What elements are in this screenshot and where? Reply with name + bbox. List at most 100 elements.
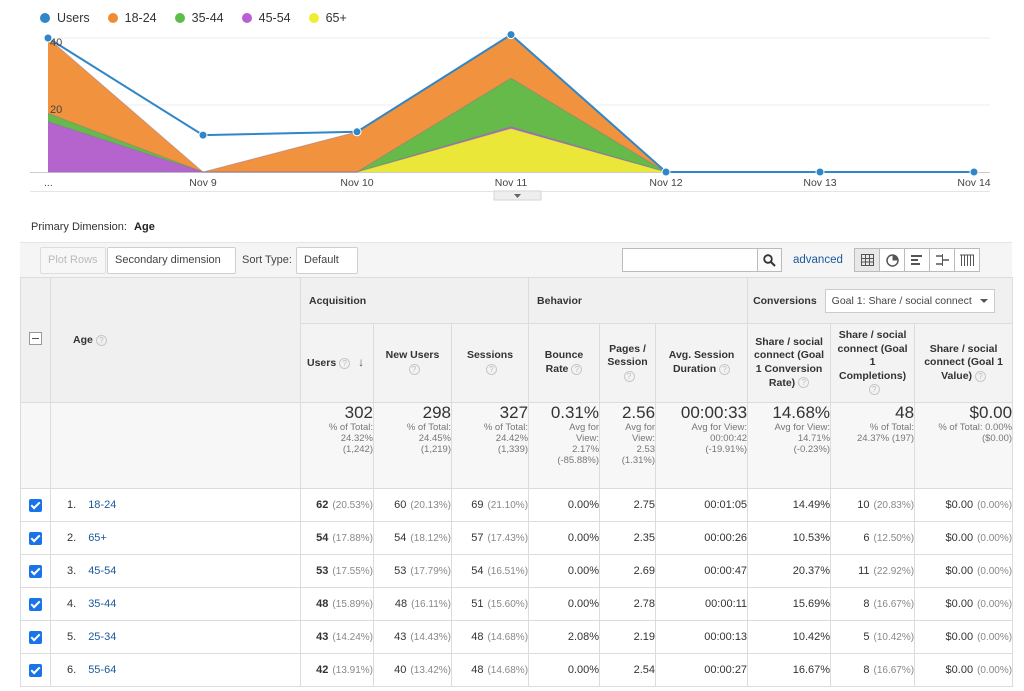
age-link[interactable]: 25-34 (88, 631, 117, 643)
help-icon[interactable]: ? (339, 357, 351, 369)
bounce-rate-cell: 0.00% (528, 653, 601, 687)
sort-descending-icon[interactable]: ↓ (358, 355, 365, 370)
sort-type-dropdown[interactable]: Default (296, 247, 358, 288)
sessions-cell-value: 51 (471, 598, 484, 610)
legend-item[interactable]: 65+ (308, 11, 347, 25)
completions-cell-percent: (16.67%) (873, 665, 915, 676)
primary-dimension-value[interactable]: Age (134, 221, 155, 233)
help-icon[interactable]: ? (95, 334, 107, 346)
age-link[interactable]: 35-44 (88, 598, 117, 610)
legend-item[interactable]: 45-54 (241, 11, 291, 25)
area-65+ (48, 128, 666, 172)
new-users-column-header[interactable]: New Users? (373, 323, 452, 403)
users-cell-percent: (20.53%) (332, 500, 373, 511)
bounce-rate-cell: 0.00% (528, 521, 601, 555)
secondary-dimension-dropdown[interactable]: Secondary dimension (107, 247, 236, 288)
new-users-cell-percent: (16.11%) (411, 599, 451, 610)
users-cell-percent: (15.89%) (332, 599, 373, 610)
row-checkbox[interactable] (29, 597, 42, 611)
completions-total-cell: 48% of Total: 24.37% (197) (830, 402, 916, 489)
table-view-button[interactable] (854, 248, 880, 272)
age-link[interactable]: 18-24 (88, 499, 117, 511)
users-cell-value: 42 (316, 664, 329, 676)
sessions-column-header[interactable]: Sessions? (450, 323, 530, 403)
total-sub-line: 2.17% (572, 444, 600, 455)
goal-value-cell: $0.00 (0.00%) (914, 554, 1014, 588)
pie-chart-icon (885, 253, 899, 267)
legend-item[interactable]: 35-44 (174, 11, 224, 25)
help-icon[interactable]: ? (975, 370, 987, 382)
legend-item[interactable]: 18-24 (107, 11, 157, 25)
timeline-chart: Users 18-24 35-44 45-54 65+ 20 40... Nov 9 Nov … (0, 0, 1024, 205)
completions-cell-value: 8 (863, 598, 870, 610)
row-checkbox[interactable] (29, 663, 42, 677)
new-users-cell-value: 40 (394, 664, 407, 676)
help-icon[interactable]: ? (486, 363, 498, 375)
goal-value-cell-value: $0.00 (945, 499, 974, 511)
help-icon[interactable]: ? (868, 384, 880, 396)
legend-label: 65+ (325, 11, 347, 25)
pages-session-column-header[interactable]: Pages / Session? (599, 323, 657, 403)
bounce-rate-column-header[interactable]: Bounce Rate? (528, 323, 601, 403)
row-checkbox[interactable] (29, 498, 42, 512)
row-index: 1. (67, 499, 77, 511)
users-cell-percent: (17.55%) (332, 566, 373, 577)
pages-session-cell: 2.54 (599, 653, 657, 687)
help-icon[interactable]: ? (798, 377, 810, 389)
advanced-filter-link[interactable]: advanced (793, 254, 843, 266)
help-icon[interactable]: ? (408, 363, 420, 375)
comparison-view-button[interactable] (929, 248, 955, 272)
goal-value-cell: $0.00 (0.00%) (914, 620, 1014, 654)
search-button[interactable] (757, 248, 782, 272)
pivot-view-button[interactable] (954, 248, 980, 272)
new-users-cell-percent: (14.43%) (410, 632, 451, 643)
help-icon[interactable]: ? (571, 363, 583, 375)
percentage-view-button[interactable] (879, 248, 905, 272)
conversion-rate-cell: 16.67% (747, 653, 832, 687)
total-sub-line: View: (575, 433, 600, 444)
total-sub-line: 00:00:42 (710, 433, 748, 444)
x-tick-label: Nov 12 (649, 177, 682, 189)
age-cell: 2. 65+ (50, 521, 301, 555)
age-column-header[interactable]: Age? (50, 277, 301, 403)
avg-session-column-header[interactable]: Avg. Session Duration? (655, 323, 749, 403)
row-checkbox[interactable] (29, 630, 42, 644)
age-link[interactable]: 55-64 (88, 664, 117, 676)
goal-select-dropdown[interactable]: Goal 1: Share / social connect (824, 288, 995, 313)
completions-column-header[interactable]: Share / social connect (Goal 1 Completio… (830, 323, 916, 403)
sessions-cell: 54 (16.51%) (450, 554, 530, 588)
help-icon[interactable]: ? (719, 363, 731, 375)
plot-rows-button[interactable]: Plot Rows (40, 247, 106, 274)
explorer-table: Age? Acquisition Behavior Conversions Goa… (20, 277, 1014, 687)
table-row: 4. 35-44 48 (15.89%) 48 (16.11%) 51 (15.60%) 0.0… (20, 587, 1014, 621)
new-users-cell: 40 (13.42%) (373, 653, 452, 687)
users-cell-percent: (14.24%) (332, 632, 373, 643)
goal-value-total-cell: $0.00% of Total: 0.00% ($0.00) (914, 402, 1014, 489)
select-all-checkbox[interactable] (29, 332, 42, 345)
completions-cell-value: 11 (858, 565, 870, 577)
new-users-header-label: New Users (385, 349, 440, 362)
users-point (969, 167, 979, 177)
users-column-header[interactable]: Users? ↓ (300, 323, 374, 403)
total-sub-line: % of Total: (869, 422, 915, 433)
row-checkbox[interactable] (29, 564, 42, 578)
legend-item[interactable]: Users (40, 11, 90, 25)
performance-view-button[interactable] (904, 248, 930, 272)
total-sub-line: Avg for View: (774, 422, 831, 433)
users-point (352, 127, 362, 137)
row-checkbox[interactable] (29, 531, 42, 545)
goal-value-column-header[interactable]: Share / social connect (Goal 1 Value)? (914, 323, 1014, 403)
age-link[interactable]: 45-54 (88, 565, 117, 577)
total-value: 298 (422, 403, 451, 422)
new-users-total-cell: 298% of Total: 24.45% (1,219) (373, 402, 452, 489)
pages-session-cell: 2.75 (599, 488, 657, 522)
select-all-cell (20, 277, 51, 403)
view-switcher (854, 248, 980, 272)
total-value: 2.56 (621, 403, 656, 422)
acquisition-group-header: Acquisition (299, 277, 530, 324)
help-icon[interactable]: ? (623, 370, 635, 382)
age-link[interactable]: 65+ (88, 532, 107, 544)
users-cell-value: 62 (316, 499, 329, 511)
table-search-input[interactable] (622, 248, 782, 272)
conversion-rate-column-header[interactable]: Share / social connect (Goal 1 Conversio… (747, 323, 832, 403)
